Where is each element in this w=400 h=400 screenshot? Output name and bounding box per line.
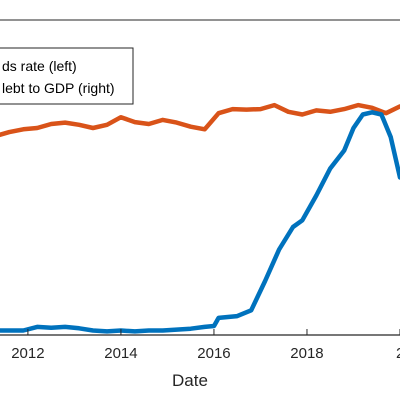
x-tick-layer: 2012 2014 2016 2018 2 xyxy=(11,329,400,362)
series-line-1 xyxy=(0,110,400,334)
x-tick-label: 2 xyxy=(396,345,400,362)
legend: ds rate (left) lebt to GDP (right) xyxy=(0,47,134,105)
x-tick-label: 2016 xyxy=(197,345,230,362)
x-tick-label: 2012 xyxy=(11,345,44,362)
legend-entry-debt: lebt to GDP (right) xyxy=(2,80,115,96)
x-tick-label: 2014 xyxy=(104,345,137,362)
legend-box xyxy=(0,47,134,105)
legend-entry-rate: ds rate (left) xyxy=(2,58,77,74)
series-line-0 xyxy=(0,102,400,138)
x-axis-title: Date xyxy=(172,371,208,390)
series-layer xyxy=(0,102,400,334)
x-tick-label: 2018 xyxy=(290,345,323,362)
